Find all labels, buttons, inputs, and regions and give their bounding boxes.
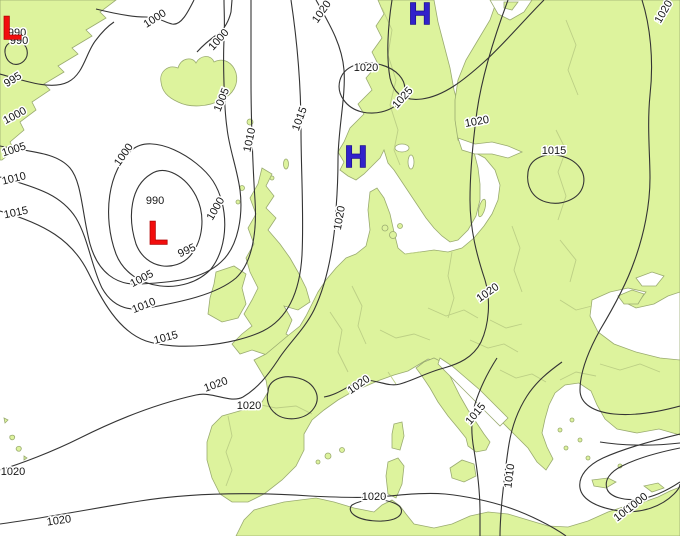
isobar-label: 1020 (464, 114, 490, 130)
land-greenland (0, 0, 117, 161)
sea-azov (635, 271, 665, 287)
land-europe-mainland (206, 0, 680, 503)
land-balearics (324, 452, 332, 460)
isobar-1000-cyprus-inner (605, 447, 680, 501)
isobar-990-greenland (4, 41, 28, 65)
isobar-1015-italy (471, 357, 498, 536)
isobar-label: 1020 (332, 205, 348, 231)
low-pressure-center-symbol: L (148, 215, 168, 251)
sea-black-sea (589, 287, 680, 361)
isobar-label: 990 (8, 27, 26, 39)
isobar-1020-northeast (579, 0, 680, 416)
isobar-1020-west (0, 0, 345, 471)
isobar-1020-norway-loop (338, 62, 406, 114)
land-white-sea-isle (503, 1, 519, 11)
isobar-label: 1020 (46, 513, 72, 528)
isobar-label: 1010 (502, 463, 517, 489)
land-hebrides (235, 199, 241, 205)
land-aegean-isles (585, 455, 591, 461)
sea-gulf-of-finland (457, 137, 524, 159)
land-iceland (160, 56, 238, 107)
land-azores (3, 417, 28, 461)
isobar-1000-low (108, 143, 226, 287)
isobar-1015-russia-loop (527, 154, 585, 204)
low-pressure-center-symbol: L (2, 10, 22, 46)
isobar-label: 1020 (237, 400, 261, 412)
high-pressure-center-symbol: H (409, 0, 431, 31)
sea-adriatic (437, 357, 509, 427)
land-faroe-islands (246, 118, 254, 126)
isobar-1000-cyprus-outer (579, 433, 680, 513)
land-balearics (315, 459, 321, 465)
isobar-995-low (130, 170, 203, 267)
isobar-1015-ring (0, 0, 304, 347)
isobar-segment-levant (599, 441, 680, 446)
isobar-1005-ring (0, 0, 242, 285)
land-aegean-isles (557, 427, 563, 433)
land-gotland (477, 198, 487, 218)
land-corsica (391, 421, 405, 451)
lake-vattern (407, 154, 415, 170)
land-aegean-isles (563, 445, 569, 451)
isobar-label: 1020 (1, 466, 25, 478)
land-sicily (449, 459, 477, 483)
isobar-1010-ionian (499, 361, 563, 536)
isobar-1020-east (323, 0, 509, 398)
land-sardinia (385, 457, 405, 499)
land-aegean-isles (569, 417, 575, 423)
isobar-1000-n1 (95, 0, 195, 25)
isobar-1025-scandinavia (387, 0, 545, 100)
isobar-995-nw (0, 21, 115, 86)
isobar-1020-africa (349, 499, 403, 522)
isobar-label: 1015 (542, 145, 566, 157)
land-crete (591, 477, 617, 489)
isobar-label: 990 (10, 35, 28, 47)
land-cyprus (643, 482, 665, 493)
land-shetland (283, 158, 289, 170)
high-pressure-center-symbol: H (345, 139, 367, 174)
land-north-africa (235, 486, 680, 536)
land-balearics (339, 447, 345, 453)
land-danish-isles (381, 224, 389, 232)
land-danish-isles (389, 231, 397, 239)
land-crimea (617, 289, 645, 305)
lake-vanern (394, 143, 410, 153)
land-danish-isles (397, 223, 403, 229)
isobar-label: 1020 (354, 62, 378, 74)
isobar-1010-ring (0, 0, 256, 310)
isobar-label: 1020 (362, 491, 386, 503)
isobar-1000-n2 (196, 0, 233, 53)
land-aegean-isles (577, 437, 583, 443)
isobar-label: 990 (146, 195, 164, 207)
isobar-1020-pyrenees (266, 376, 318, 420)
country-borders (225, 7, 661, 487)
